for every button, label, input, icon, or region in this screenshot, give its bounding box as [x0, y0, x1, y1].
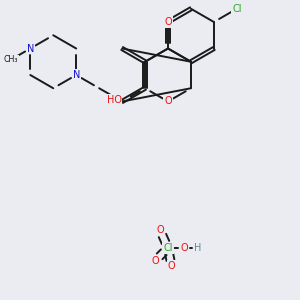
Text: H: H [194, 243, 201, 253]
Text: Cl: Cl [232, 4, 242, 14]
Text: HO: HO [106, 94, 122, 104]
Text: N: N [73, 70, 80, 80]
Text: O: O [164, 17, 172, 27]
Text: O: O [164, 97, 172, 106]
Text: O: O [152, 256, 159, 266]
Text: O: O [168, 261, 176, 271]
Text: Cl: Cl [163, 243, 173, 253]
Text: O: O [156, 225, 164, 235]
Text: O: O [180, 243, 188, 253]
Text: CH₃: CH₃ [4, 55, 18, 64]
Text: N: N [27, 44, 34, 53]
